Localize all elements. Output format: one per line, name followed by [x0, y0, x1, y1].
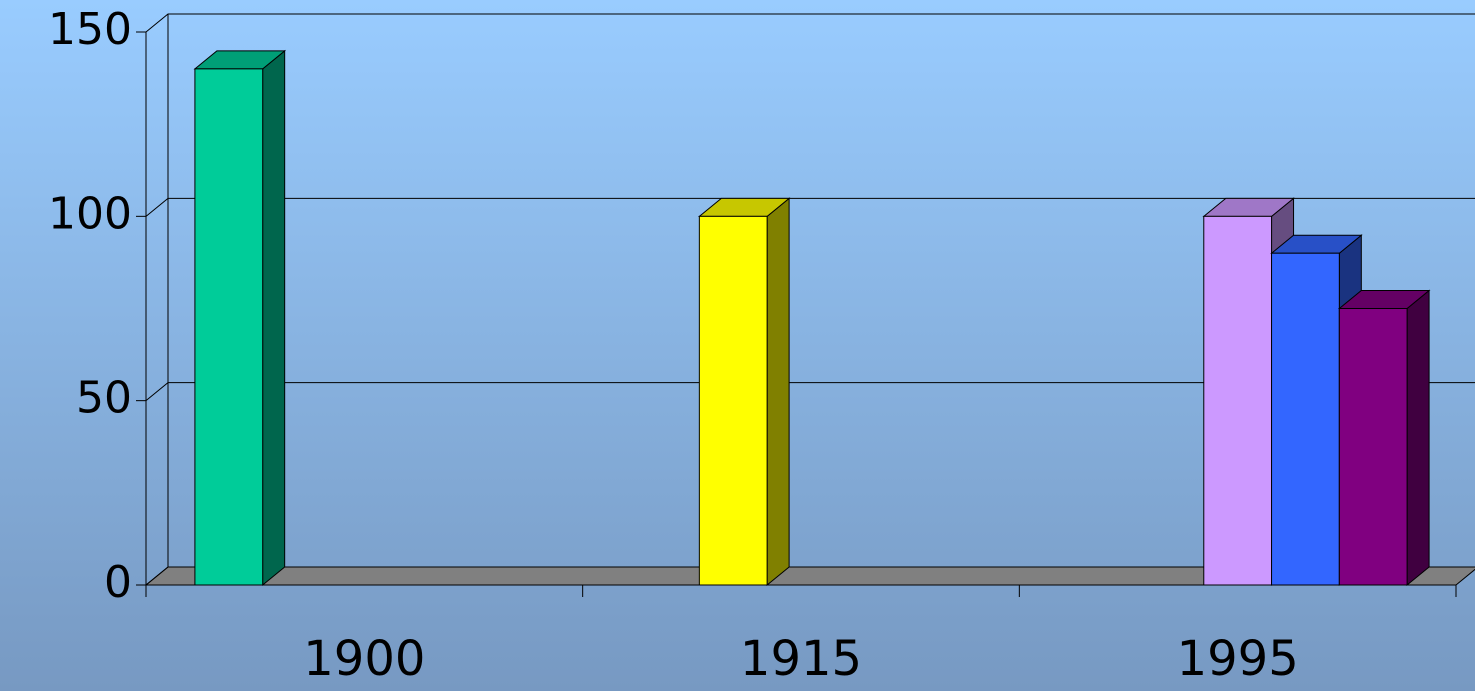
bar	[1338, 308, 1408, 586]
y-tick-label: 50	[76, 373, 132, 424]
bar	[698, 215, 768, 586]
y-tick-label: 100	[48, 188, 132, 239]
bar-side	[766, 197, 790, 587]
y-tick-label: 0	[104, 557, 132, 608]
x-tick-label: 1915	[740, 631, 862, 687]
grid-line	[145, 197, 1475, 217]
bar	[1271, 252, 1340, 586]
y-tick-label: 150	[48, 4, 132, 55]
x-tick-label: 1900	[303, 631, 425, 687]
bar	[194, 68, 264, 586]
x-tick-label: 1995	[1177, 631, 1299, 687]
grid-line	[145, 382, 1475, 402]
bar-side	[262, 49, 286, 587]
bar-side	[1406, 289, 1430, 587]
bar	[1203, 215, 1273, 586]
grid-line	[145, 566, 1475, 586]
grid-line	[145, 13, 1475, 33]
